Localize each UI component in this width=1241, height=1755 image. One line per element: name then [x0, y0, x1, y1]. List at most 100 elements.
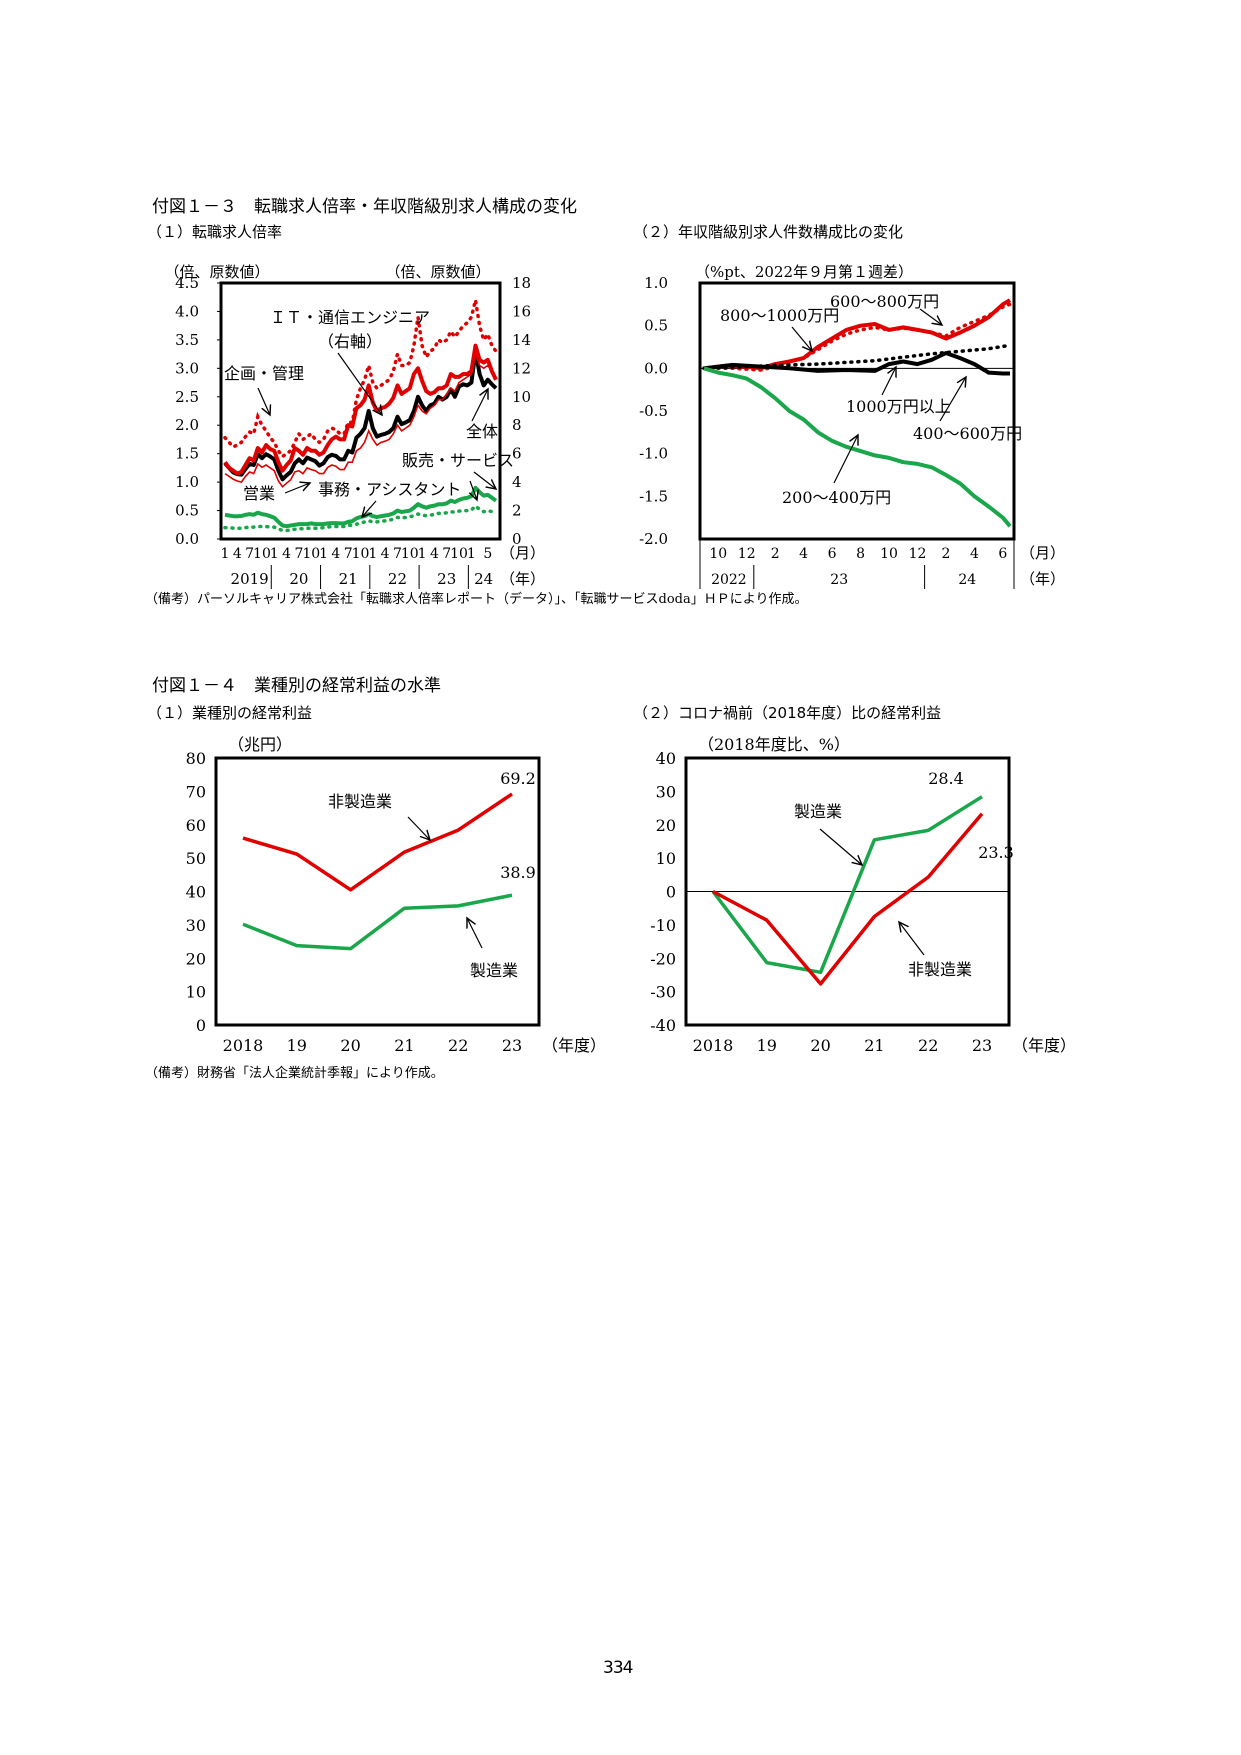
x-tick-month: 10 [401, 546, 419, 562]
x-tick-label: 23 [972, 1036, 992, 1055]
x-tick-month: 10 [253, 546, 271, 562]
y-tick-label-right: 2 [512, 502, 522, 520]
series-line-ＩＴ・通信エンジニア [224, 485, 498, 529]
x-axis-unit: （年度） [1012, 1036, 1076, 1055]
y-tick-label: 50 [186, 849, 206, 868]
y-tick-label: -0.5 [639, 402, 668, 420]
right-axis-unit: （倍、原数値） [385, 263, 490, 281]
x-tick-year: 23 [830, 572, 848, 588]
plot-frame [698, 281, 1016, 541]
fig4-2-subtitle: （２）コロナ禍前（2018年度）比の経常利益 [633, 704, 942, 722]
annotation-eigyo: 営業 [243, 484, 275, 503]
y-tick-label: 80 [186, 749, 206, 768]
fig3-1-subtitle: （１）転職求人倍率 [147, 223, 283, 241]
series-line-非製造業 [242, 792, 513, 892]
series-line-非製造業 [712, 812, 984, 986]
y-tick-label: -10 [650, 916, 676, 935]
x-tick-label: 21 [864, 1036, 884, 1055]
y-axis-unit: （2018年度比、%） [698, 735, 850, 754]
label-200-400: 200～400万円 [782, 488, 891, 507]
left-axis-unit: （倍、原数値） [164, 263, 269, 281]
y-tick-label-right: 0 [512, 530, 522, 548]
x-tick-month: 1 [467, 546, 476, 562]
end-value-label: 28.4 [928, 769, 964, 788]
end-value-label: 69.2 [500, 769, 536, 788]
annotation-sales: 販売・サービス [402, 451, 514, 470]
x-tick-year: 24 [958, 572, 976, 588]
x-tick-month: 4 [282, 546, 291, 562]
y-tick-label: 40 [186, 883, 206, 902]
x-tick-year: 2022 [711, 572, 747, 588]
y-tick-label: 20 [186, 949, 206, 968]
x-tick-month: 2 [771, 546, 780, 562]
month-unit: （月） [1020, 544, 1065, 562]
y-tick-label: 60 [186, 816, 206, 835]
fig4-title: 付図１－４ 業種別の経常利益の水準 [152, 676, 441, 696]
x-tick-month: 12 [738, 546, 756, 562]
page-number: 334 [603, 1658, 633, 1678]
x-tick-label: 21 [394, 1036, 414, 1055]
annotation-it-arrow [337, 352, 382, 415]
annotation-eigyo-arrow [284, 483, 310, 494]
annotation-it-axis: （右軸） [318, 332, 382, 351]
x-tick-month: 7 [245, 546, 254, 562]
label-800-1000: 800～1000万円 [720, 306, 839, 325]
x-tick-label: 20 [810, 1036, 830, 1055]
y-tick-label-right: 8 [512, 416, 522, 434]
y-tick-label: 30 [656, 782, 676, 801]
label-400-600: 400～600万円 [913, 424, 1022, 443]
y-tick-label: 0.0 [644, 359, 668, 377]
fig3-1-chart: （倍、原数値） （倍、原数値） 0.0 0.5 1.0 1.5 2.0 2.5 3.0 3.5… [164, 263, 545, 589]
series-line-製造業 [711, 795, 983, 975]
end-value-label: 23.3 [978, 843, 1014, 862]
x-tick-year: 2019 [231, 570, 269, 588]
y-tick-label: 0 [196, 1016, 206, 1035]
annotation-it: ＩＴ・通信エンジニア [270, 308, 430, 327]
annotation-jimu-arrow2 [470, 480, 477, 500]
y-tick-label: -1.5 [639, 487, 668, 505]
x-tick-month: 7 [442, 546, 451, 562]
fig3-2-chart: （%pt、2022年９月第１週差） -2.0 -1.5 -1.0 -0.5 0.0 0.5… [639, 263, 1065, 589]
y-tick-label-right: 18 [512, 274, 531, 292]
x-tick-month: 10 [352, 546, 370, 562]
label-nonmfg-arrow [899, 922, 925, 956]
y-tick-label: -30 [650, 983, 676, 1002]
series-line-200～400万円 [703, 366, 1012, 528]
fig4-note: （備考）財務省「法人企業統計季報」により作成。 [145, 1066, 444, 1081]
year-unit: （年） [1020, 570, 1065, 588]
y-tick-label-left: 2.0 [175, 416, 199, 434]
x-tick-label: 23 [502, 1036, 522, 1055]
y-axis-unit: （%pt、2022年９月第１週差） [695, 263, 913, 281]
x-tick-month: 1 [319, 546, 328, 562]
x-tick-month: 4 [233, 546, 242, 562]
annotation-sales-arrow [473, 471, 496, 489]
x-tick-month: 10 [880, 546, 898, 562]
x-tick-month: 12 [909, 546, 927, 562]
x-tick-month: 10 [450, 546, 468, 562]
annotation-kikaku: 企画・管理 [224, 364, 304, 383]
y-tick-label: 1.0 [644, 274, 668, 292]
x-tick-month: 10 [709, 546, 727, 562]
y-tick-label: 30 [186, 916, 206, 935]
annotation-jimu: 事務・アシスタント [318, 480, 461, 499]
x-tick-year: 24 [474, 570, 493, 588]
label-nonmfg: 非製造業 [908, 960, 972, 979]
fig4-1-chart: （兆円） 0 10 20 30 40 50 60 70 80 69.2 38.9 2018 19 20… [186, 735, 600, 1055]
x-tick-month: 4 [799, 546, 808, 562]
fig4-1-subtitle: （１）業種別の経常利益 [147, 704, 313, 722]
y-tick-label-left: 0.0 [175, 530, 199, 548]
x-tick-month: 1 [368, 546, 377, 562]
label-1000-over: 1000万円以上 [846, 397, 951, 416]
series-line-企画・管理 [223, 343, 498, 476]
plot-frame [214, 756, 541, 1027]
x-tick-month: 4 [430, 546, 439, 562]
x-tick-month: 4 [331, 546, 340, 562]
y-tick-label-left: 2.5 [175, 388, 199, 406]
label-800-1000-arrow [791, 326, 812, 351]
x-tick-label: 2018 [693, 1036, 734, 1055]
x-axis-unit: （年度） [542, 1036, 600, 1055]
x-tick-year: 20 [289, 570, 308, 588]
label-600-800-arrow [919, 308, 942, 325]
y-tick-label-right: 14 [512, 331, 531, 349]
annotation-total: 全体 [466, 422, 498, 441]
